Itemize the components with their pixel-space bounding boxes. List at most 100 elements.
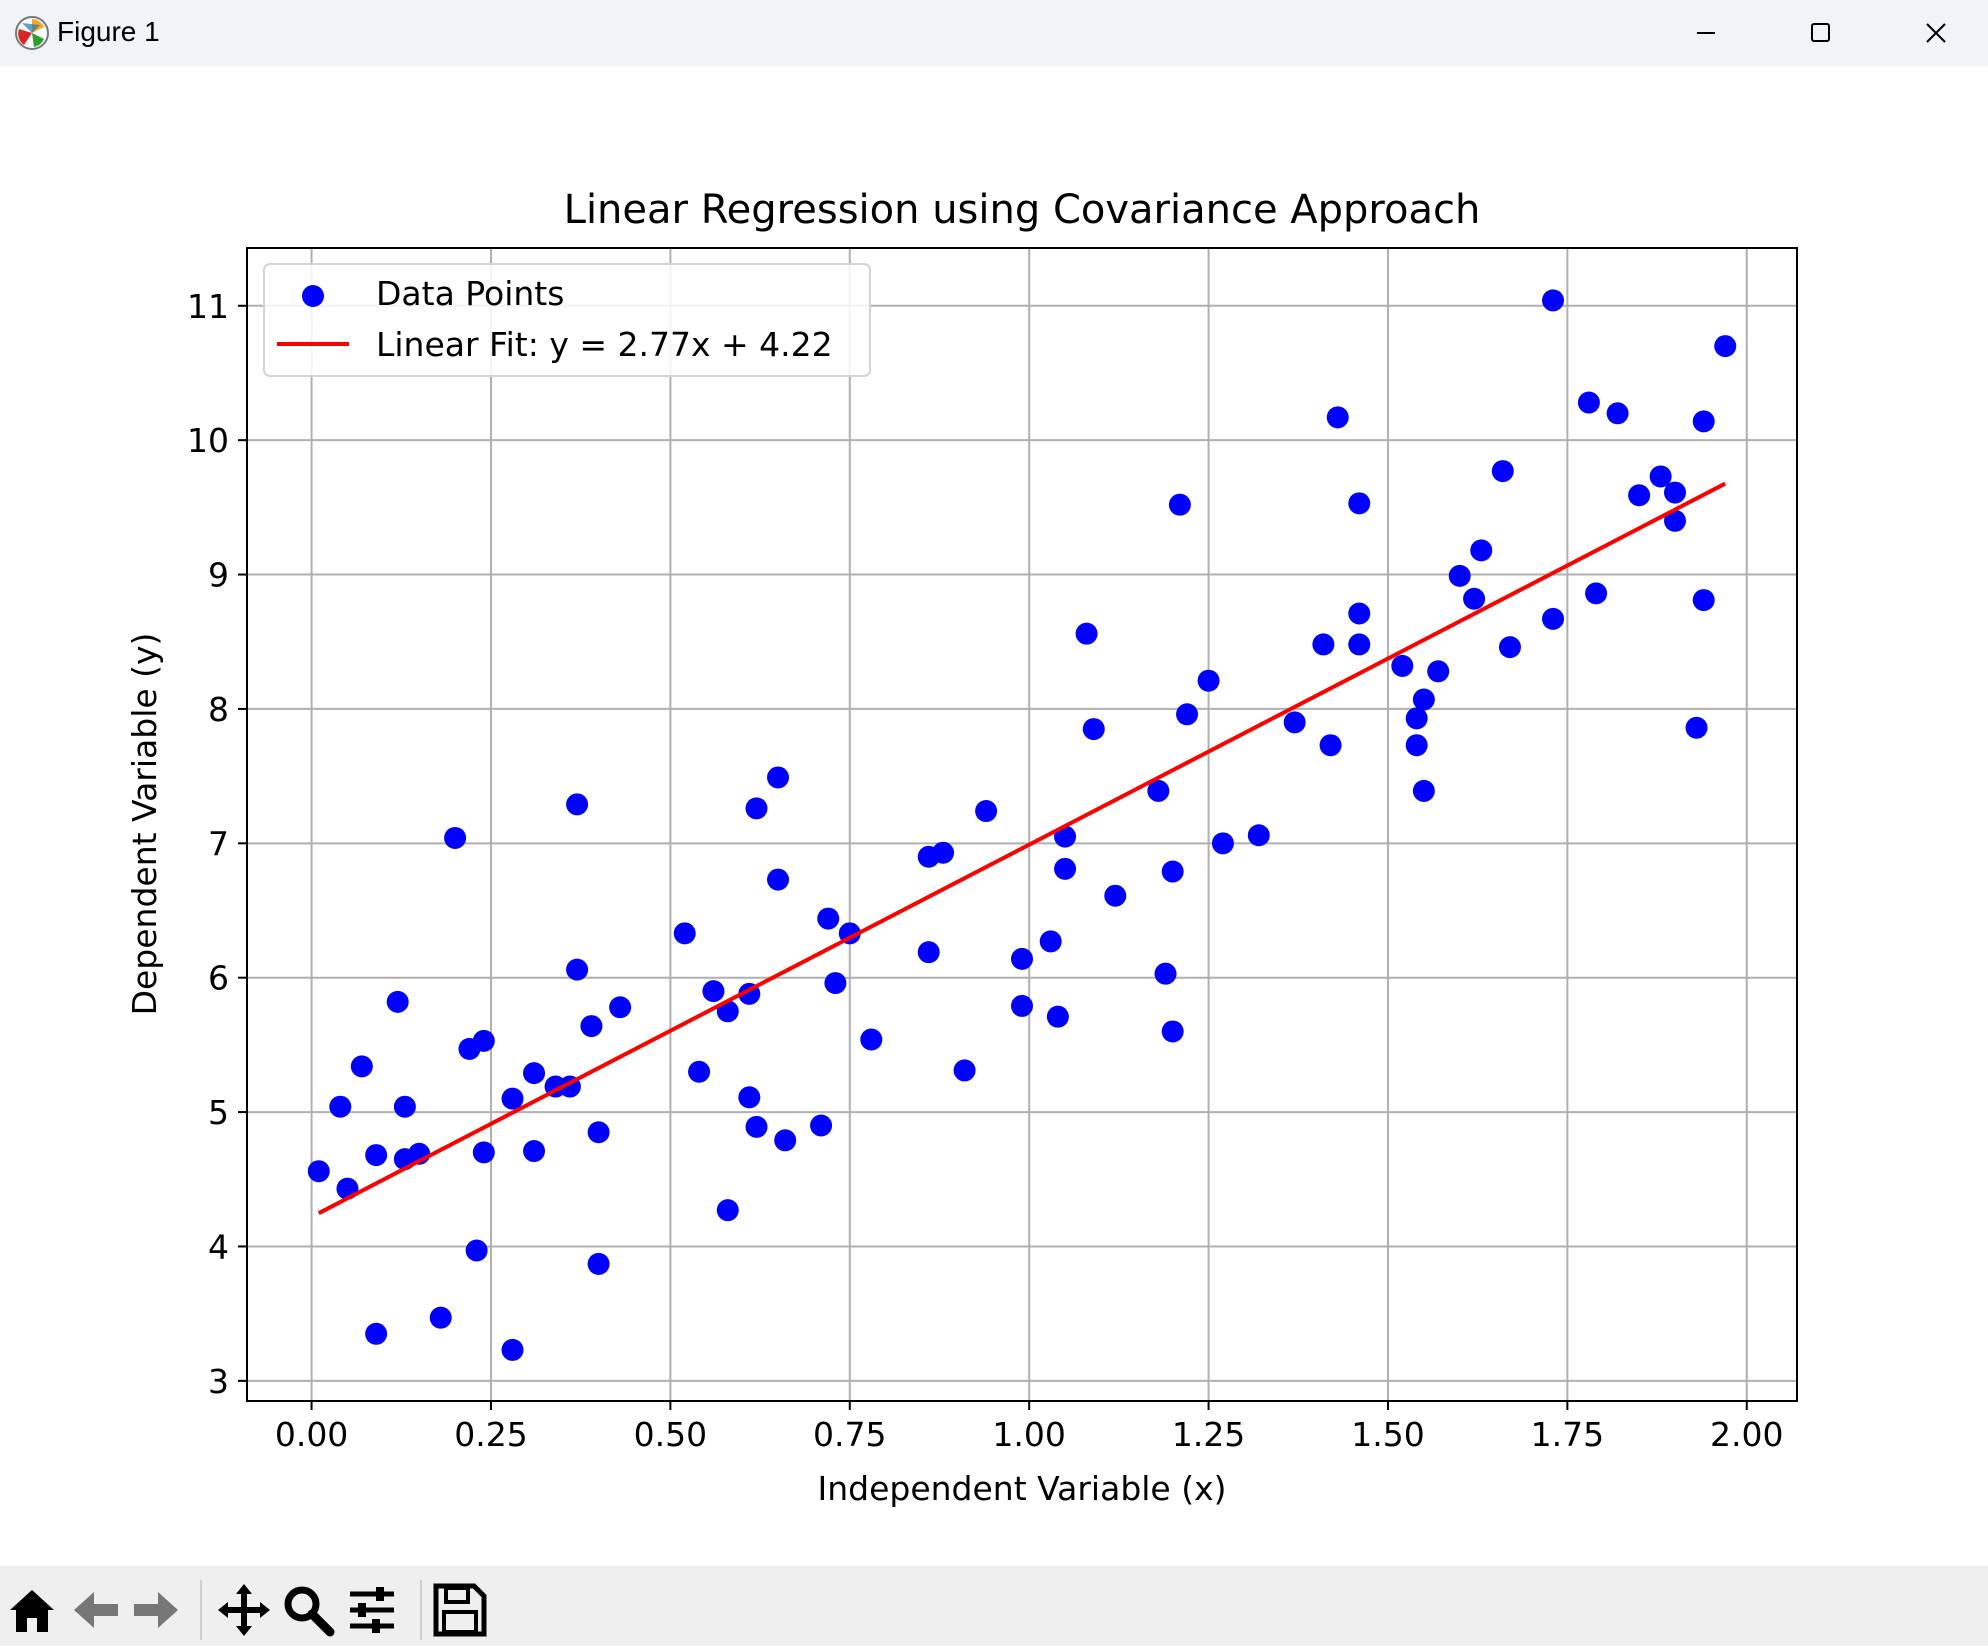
y-axis-ticks: 3 4 5 6 7 8 9 10 11 [187, 287, 247, 1401]
maximize-icon[interactable] [1790, 8, 1850, 58]
data-point [1161, 1020, 1184, 1043]
data-point [1463, 587, 1486, 610]
data-point [429, 1306, 452, 1329]
data-point [1326, 406, 1349, 429]
legend-box [263, 263, 871, 377]
data-point [1211, 832, 1234, 855]
data-point [1542, 607, 1565, 630]
plot-frame [246, 247, 1798, 1402]
x-tick-label: 1.75 [1531, 1415, 1604, 1454]
save-icon[interactable] [432, 1582, 488, 1638]
data-point [1405, 707, 1428, 730]
data-point [1498, 636, 1521, 659]
forward-arrow-icon[interactable] [128, 1582, 184, 1638]
data-point [1319, 734, 1342, 757]
data-point [587, 1252, 610, 1275]
data-point [860, 1028, 883, 1051]
data-point [580, 1015, 603, 1038]
data-point [688, 1060, 711, 1083]
data-point [1685, 716, 1708, 739]
data-point [767, 766, 790, 789]
data-point [1161, 860, 1184, 883]
data-point [1247, 824, 1270, 847]
data-point [716, 1199, 739, 1222]
data-point [975, 800, 998, 823]
window-title: Figure 1 [57, 16, 160, 47]
data-point [444, 826, 467, 849]
data-point [307, 1160, 330, 1183]
data-point [1348, 633, 1371, 656]
data-point [1412, 779, 1435, 802]
data-point [1046, 1005, 1069, 1028]
y-tick-label: 11 [187, 287, 229, 326]
y-tick-label: 10 [187, 421, 229, 460]
data-point [1054, 857, 1077, 880]
data-point [1692, 589, 1715, 612]
x-tick-label: 0.25 [454, 1415, 527, 1454]
home-icon[interactable] [4, 1582, 60, 1638]
data-point [1104, 884, 1127, 907]
legend-label-fit: Linear Fit: y = 2.77x + 4.22 [376, 325, 833, 364]
data-point [465, 1239, 488, 1262]
data-point [523, 1062, 546, 1085]
y-tick-label: 5 [208, 1093, 229, 1132]
data-point [1628, 484, 1651, 507]
data-point [738, 1086, 761, 1109]
data-point [1168, 493, 1191, 516]
x-tick-label: 1.25 [1172, 1415, 1245, 1454]
data-point [1147, 779, 1170, 802]
data-point [393, 1095, 416, 1118]
configure-subplots-icon[interactable] [344, 1582, 400, 1638]
data-point [1606, 402, 1629, 425]
data-point [501, 1087, 524, 1110]
data-point [365, 1144, 388, 1167]
data-point [1312, 633, 1335, 656]
chart-title: Linear Regression using Covariance Appro… [564, 187, 1481, 233]
data-point [1176, 703, 1199, 726]
data-point [810, 1114, 833, 1137]
legend-label-points: Data Points [376, 274, 564, 313]
x-tick-label: 1.00 [992, 1415, 1065, 1454]
y-tick-label: 7 [208, 824, 229, 863]
data-point [824, 972, 847, 995]
data-point [350, 1055, 373, 1078]
close-icon[interactable] [1906, 8, 1966, 58]
data-point [1082, 718, 1105, 741]
data-point [745, 1115, 768, 1138]
data-point [1649, 465, 1672, 488]
y-axis-label: Dependent Variable (y) [125, 633, 164, 1016]
x-tick-label: 0.00 [275, 1415, 348, 1454]
data-point [1039, 930, 1062, 953]
data-point [1714, 335, 1737, 358]
window-titlebar: Figure 1 [0, 0, 1988, 66]
data-point [1391, 654, 1414, 677]
legend-marker-points [302, 285, 324, 307]
data-point [472, 1141, 495, 1164]
y-tick-label: 4 [208, 1227, 229, 1266]
minimize-icon[interactable] [1676, 8, 1736, 58]
toolbar-separator [200, 1580, 202, 1640]
data-point [329, 1095, 352, 1118]
x-tick-label: 2.00 [1710, 1415, 1783, 1454]
x-tick-label: 0.75 [813, 1415, 886, 1454]
data-point [523, 1140, 546, 1163]
data-point [1692, 410, 1715, 433]
data-point [767, 868, 790, 891]
pan-icon[interactable] [216, 1582, 272, 1638]
data-point [1075, 622, 1098, 645]
data-point [386, 990, 409, 1013]
grid-lines [247, 248, 1797, 1401]
data-point [817, 907, 840, 930]
y-tick-label: 9 [208, 556, 229, 595]
zoom-icon[interactable] [280, 1582, 336, 1638]
data-point [1585, 582, 1608, 605]
data-point [1011, 994, 1033, 1017]
data-point [1448, 564, 1471, 587]
y-tick-label: 8 [208, 690, 229, 729]
legend: Data Points Linear Fit: y = 2.77x + 4.22 [263, 263, 871, 377]
data-point [1348, 602, 1371, 625]
data-point [587, 1121, 610, 1144]
data-point [1197, 669, 1220, 692]
back-arrow-icon[interactable] [68, 1582, 124, 1638]
y-tick-label: 3 [208, 1362, 229, 1401]
